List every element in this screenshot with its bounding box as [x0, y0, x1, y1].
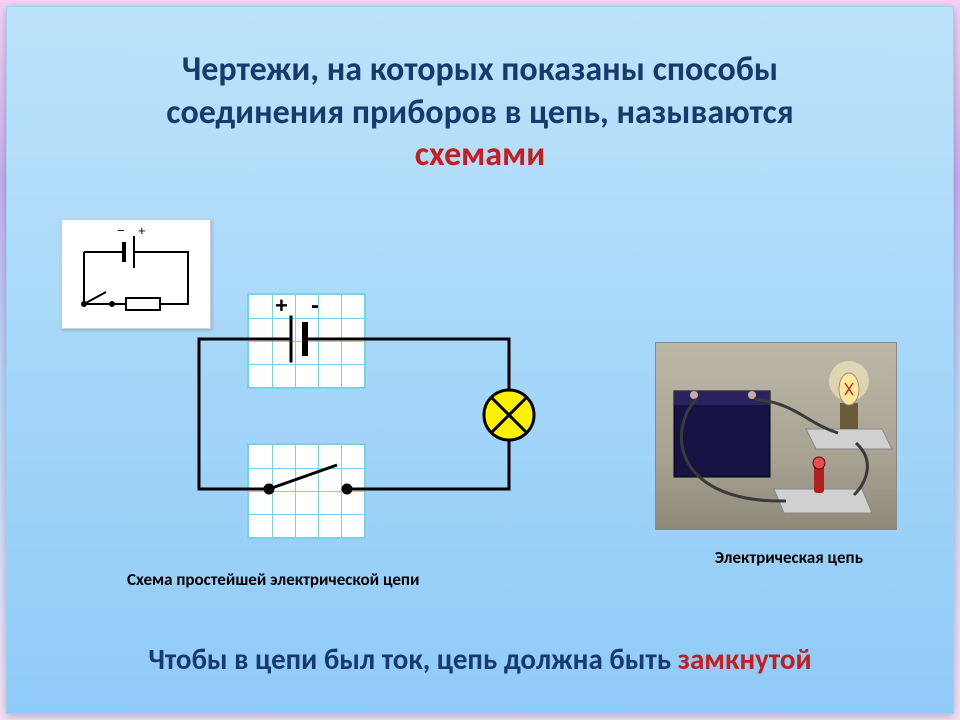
- svg-text:-: -: [311, 292, 319, 319]
- bottom-prefix: Чтобы в цепи был ток, цепь должна быть: [148, 641, 677, 677]
- svg-text:+: +: [138, 223, 146, 238]
- title-line2: соединения приборов в цепь, называются: [166, 92, 794, 133]
- big-schematic-svg: + -: [187, 287, 617, 547]
- slide-title: Чертежи, на которых показаны способы сое…: [47, 49, 913, 177]
- big-circuit-schematic: + -: [187, 287, 617, 547]
- schema-caption: Схема простейшей электрической цепи: [127, 569, 419, 590]
- lab-photo-svg: [656, 343, 896, 529]
- lab-photo: [655, 342, 897, 530]
- svg-text:+: +: [275, 293, 288, 318]
- svg-text:−: −: [117, 223, 125, 238]
- bottom-accent: замкнутой: [678, 641, 812, 677]
- title-line1: Чертежи, на которых показаны способы: [182, 49, 778, 90]
- slide: Чертежи, на которых показаны способы сое…: [6, 6, 954, 714]
- title-accent: схемами: [415, 134, 545, 175]
- bottom-statement: Чтобы в цепи был ток, цепь должна быть з…: [7, 641, 953, 677]
- lab-caption: Электрическая цепь: [715, 547, 863, 568]
- slide-frame: Чертежи, на которых показаны способы сое…: [0, 0, 960, 720]
